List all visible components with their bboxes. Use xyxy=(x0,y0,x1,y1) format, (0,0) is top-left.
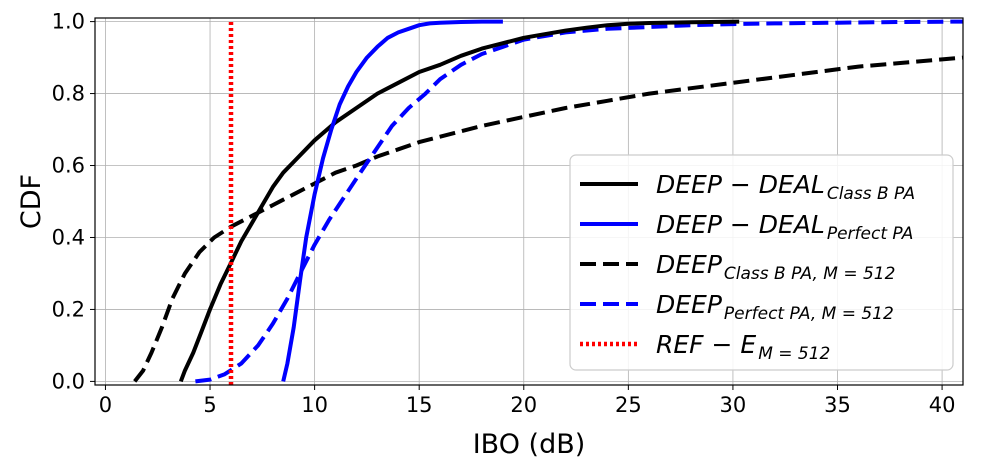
legend-entry: DEEP Class B PA, M = 512 xyxy=(656,250,895,284)
series-line xyxy=(195,19,963,384)
x-tick-label: 15 xyxy=(406,393,433,417)
legend-entry: DEEP − DEAL Perfect PA xyxy=(656,210,913,244)
legend-entry: DEEP − DEAL Class B PA xyxy=(656,170,915,204)
x-tick-label: 10 xyxy=(301,393,328,417)
series-line xyxy=(281,19,503,382)
x-tick-label: 30 xyxy=(720,393,747,417)
legend-entry: DEEP Perfect PA, M = 512 xyxy=(656,290,894,324)
legend-entry-subscript: Perfect PA, M = 512 xyxy=(724,304,894,324)
legend-entry-name: DEEP xyxy=(656,250,723,279)
legend-entry-name: REF − E xyxy=(656,330,756,359)
legend-entry-name: DEEP xyxy=(656,290,723,319)
y-tick-label: 0.6 xyxy=(52,154,85,178)
axis-ticks: 0 5 10 15 20 25 30 35 40 0.0 0.2 0.4 0.6 0.8 1.0 xyxy=(52,10,956,417)
x-tick-label: 40 xyxy=(929,393,956,417)
y-tick-label: 0.8 xyxy=(52,82,85,106)
y-tick-label: 0.0 xyxy=(52,369,85,393)
x-axis-label: IBO (dB) xyxy=(473,429,586,460)
legend-entry-subscript: Perfect PA xyxy=(827,224,914,244)
plot-frame xyxy=(94,17,964,386)
legend-box xyxy=(569,154,954,371)
series-line xyxy=(133,55,963,383)
x-tick-label: 25 xyxy=(615,393,642,417)
x-tick-label: 5 xyxy=(203,393,216,417)
legend-entry-subscript: M = 512 xyxy=(758,344,830,364)
x-tick-label: 0 xyxy=(99,393,112,417)
legend-entry-name: DEEP − DEAL xyxy=(656,170,825,199)
legend-entry-subscript: Class B PA xyxy=(827,184,915,204)
y-axis-label: CDF xyxy=(16,174,47,229)
series-lines xyxy=(133,19,963,385)
series-line xyxy=(178,19,740,383)
y-tick-label: 1.0 xyxy=(52,10,85,34)
x-tick-label: 35 xyxy=(824,393,851,417)
y-tick-label: 0.4 xyxy=(52,225,85,249)
y-tick-label: 0.2 xyxy=(52,297,85,321)
legend-entry-name: DEEP − DEAL xyxy=(656,210,825,239)
x-tick-label: 20 xyxy=(510,393,537,417)
legend-entry-subscript: Class B PA, M = 512 xyxy=(724,264,896,284)
